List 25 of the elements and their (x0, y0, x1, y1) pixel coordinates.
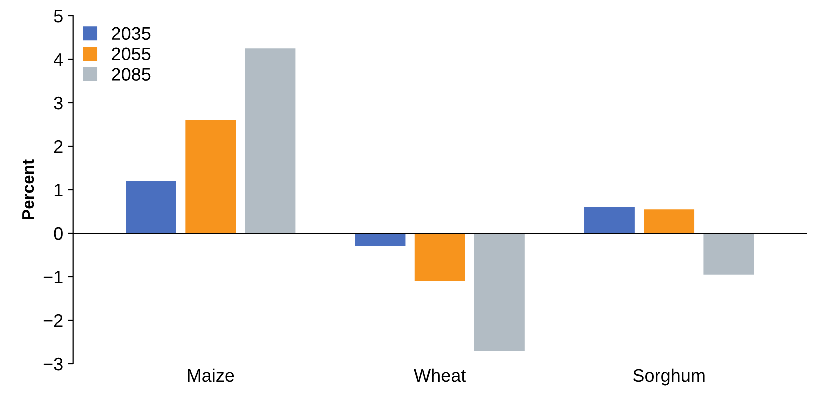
x-tick-label: Wheat (414, 368, 466, 382)
bar (126, 181, 176, 234)
x-tick-label: Sorghum (634, 368, 705, 386)
bar (474, 234, 525, 351)
x-tick-label: Maize (188, 368, 234, 382)
y-tick-label: 5 (54, 10, 63, 23)
bar (584, 207, 635, 234)
y-tick-label: 1 (54, 184, 63, 197)
bar (186, 120, 236, 234)
legend-label: 2055 (112, 48, 151, 61)
legend-label: 2035 (112, 27, 151, 40)
y-axis-title: Percent (22, 160, 34, 220)
y-tick-label: 2 (54, 140, 63, 154)
y-tick-label: 4 (54, 54, 64, 66)
bar (704, 234, 754, 275)
y-tick-label: 3 (54, 96, 63, 110)
y-tick-label: −3 (44, 358, 63, 371)
y-tick-label: 0 (54, 227, 63, 240)
y-tick-label: −2 (44, 314, 63, 328)
bar (355, 234, 406, 247)
bar (245, 48, 296, 234)
y-tick-label: −1 (44, 271, 63, 284)
bar (414, 234, 466, 282)
legend-label: 2085 (112, 68, 151, 81)
bar (644, 210, 695, 234)
